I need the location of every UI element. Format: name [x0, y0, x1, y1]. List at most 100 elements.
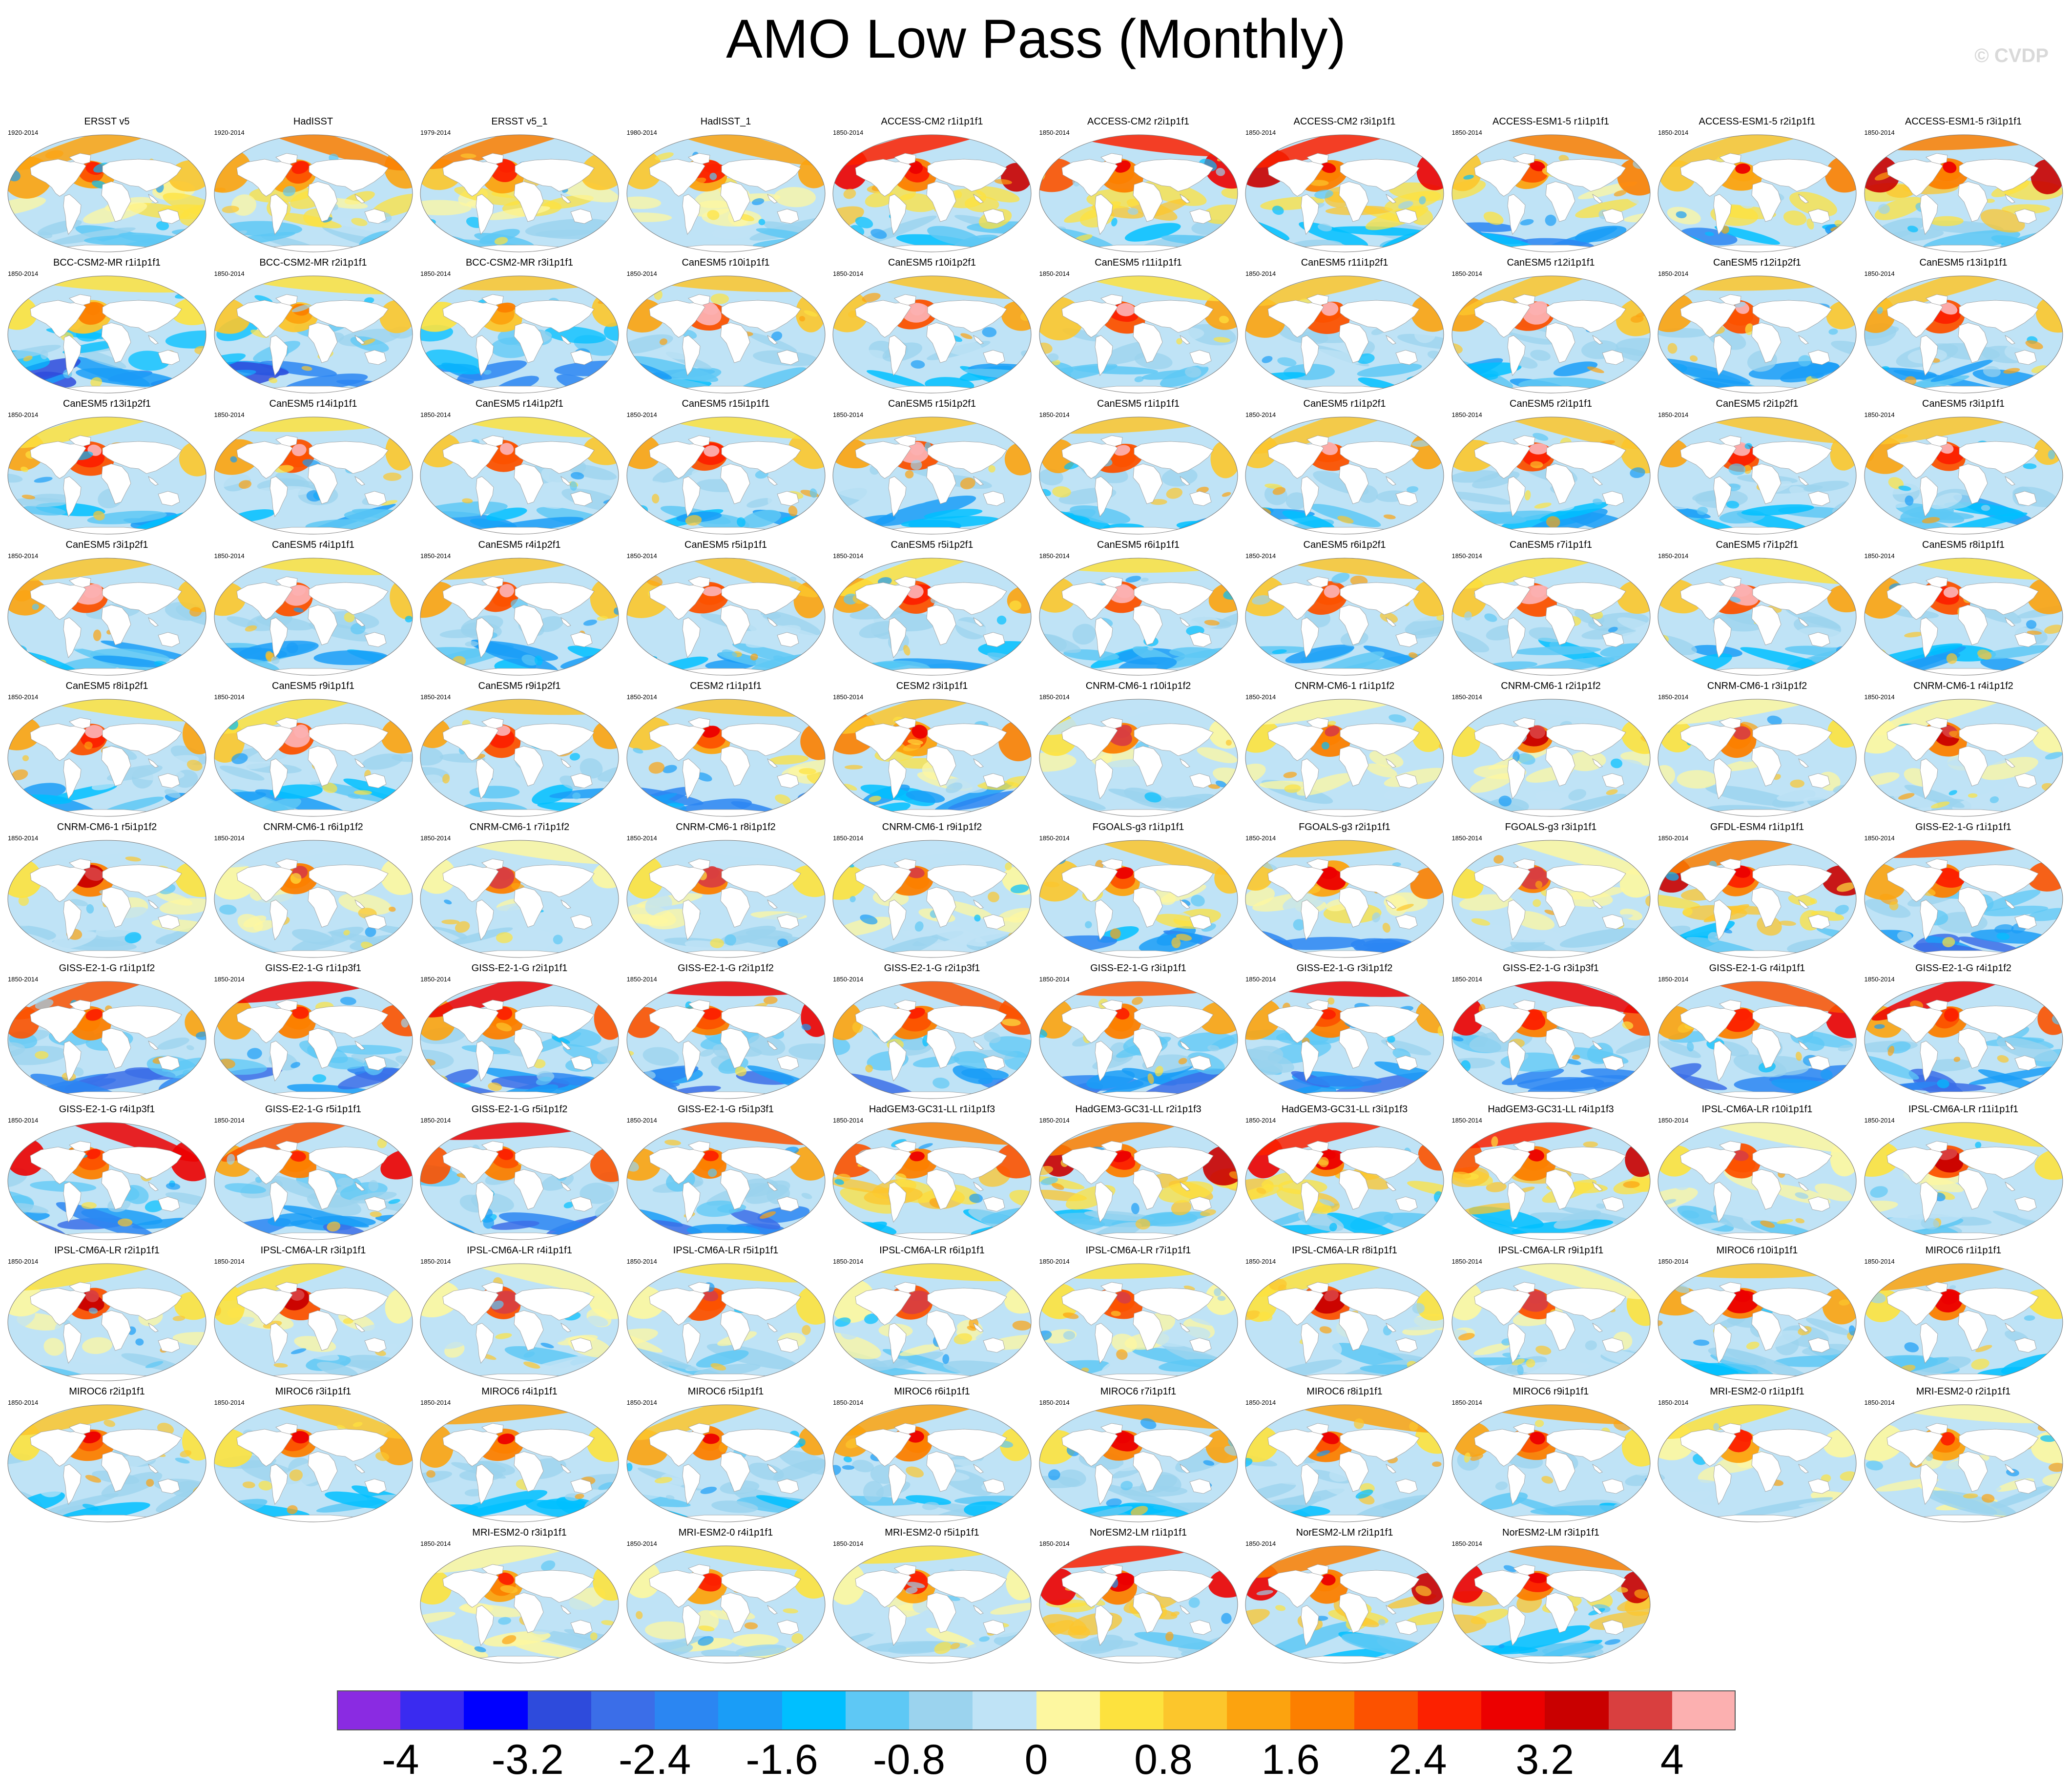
panel-years: 1850-2014 — [1039, 1399, 1070, 1406]
sst-anomaly-map — [626, 134, 825, 252]
panel-years: 1850-2014 — [833, 411, 864, 418]
panel-title: IPSL-CM6A-LR r10i1p1f1 — [1701, 1104, 1813, 1115]
colorbar-tick-label: 3.2 — [1515, 1736, 1575, 1783]
colorbar-swatch — [1672, 1690, 1736, 1730]
sst-anomaly-map — [420, 275, 619, 394]
sst-anomaly-map — [420, 134, 619, 252]
map-panel: CNRM-CM6-1 r8i1p1f2 1850-2014 — [626, 822, 826, 958]
panel-years: 1850-2014 — [1451, 693, 1482, 701]
panel-years: 1850-2014 — [1864, 1117, 1895, 1124]
map-panel: GISS-E2-1-G r2i1p1f2 1850-2014 — [626, 963, 826, 1100]
sst-anomaly-map — [1039, 840, 1238, 958]
map-panel: HadISST 1920-2014 — [213, 116, 414, 253]
panel-title: CanESM5 r10i1p2f1 — [888, 257, 976, 268]
panel-title: CanESM5 r13i1p1f1 — [1919, 257, 2008, 268]
panel-years: 1850-2014 — [214, 834, 245, 842]
panel-years: 1850-2014 — [420, 1399, 451, 1406]
map-panel: MRI-ESM2-0 r1i1p1f1 1850-2014 — [1657, 1386, 1857, 1523]
panel-title: CanESM5 r6i1p1f1 — [1097, 540, 1180, 550]
panel-years: 1850-2014 — [833, 1399, 864, 1406]
panel-years: 1850-2014 — [1864, 411, 1895, 418]
panel-title: CanESM5 r4i1p1f1 — [272, 540, 354, 550]
sst-anomaly-map — [832, 416, 1032, 535]
sst-anomaly-map — [1658, 1263, 1857, 1381]
panel-title: MRI-ESM2-0 r3i1p1f1 — [472, 1527, 567, 1538]
panel-years: 1850-2014 — [214, 693, 245, 701]
panel-title: CNRM-CM6-1 r5i1p1f2 — [57, 822, 157, 832]
map-panel: FGOALS-g3 r2i1p1f1 1850-2014 — [1244, 822, 1445, 958]
sst-anomaly-map — [7, 840, 207, 958]
map-panel: IPSL-CM6A-LR r9i1p1f1 1850-2014 — [1451, 1245, 1651, 1382]
panel-title: IPSL-CM6A-LR r5i1p1f1 — [673, 1245, 779, 1256]
sst-anomaly-map — [214, 1263, 413, 1381]
panel-title: CanESM5 r8i1p2f1 — [65, 681, 148, 691]
map-panel: CNRM-CM6-1 r9i1p1f2 1850-2014 — [832, 822, 1032, 958]
map-panel: CanESM5 r13i1p1f1 1850-2014 — [1864, 257, 2064, 394]
panel-years: 1850-2014 — [1245, 1117, 1276, 1124]
panel-years: 1850-2014 — [1245, 1540, 1276, 1547]
colorbar-swatch — [1099, 1690, 1164, 1730]
panel-years: 1850-2014 — [833, 1117, 864, 1124]
map-panel: ACCESS-ESM1-5 r3i1p1f1 1850-2014 — [1864, 116, 2064, 253]
map-panel: CanESM5 r8i1p2f1 1850-2014 — [7, 681, 207, 817]
panel-title: IPSL-CM6A-LR r4i1p1f1 — [467, 1245, 572, 1256]
panel-title: CanESM5 r3i1p1f1 — [1922, 398, 2005, 409]
sst-anomaly-map — [1451, 1545, 1650, 1664]
map-panel: IPSL-CM6A-LR r2i1p1f1 1850-2014 — [7, 1245, 207, 1382]
map-panel: ACCESS-CM2 r2i1p1f1 1850-2014 — [1038, 116, 1239, 253]
colorbar-tick-label: 2.4 — [1388, 1736, 1447, 1783]
panel-years: 1850-2014 — [1245, 976, 1276, 983]
panel-title: GISS-E2-1-G r1i1p1f2 — [59, 963, 155, 974]
panel-title: IPSL-CM6A-LR r6i1p1f1 — [879, 1245, 985, 1256]
map-panel: CanESM5 r4i1p2f1 1850-2014 — [419, 540, 620, 676]
map-panel: CanESM5 r13i1p2f1 1850-2014 — [7, 398, 207, 535]
panel-years: 1850-2014 — [1451, 834, 1482, 842]
panel-title: CNRM-CM6-1 r9i1p1f2 — [882, 822, 982, 832]
map-panel: CanESM5 r15i1p1f1 1850-2014 — [626, 398, 826, 535]
map-panel: ACCESS-CM2 r3i1p1f1 1850-2014 — [1244, 116, 1445, 253]
panel-title: HadISST — [293, 116, 333, 127]
map-panel: CanESM5 r9i1p1f1 1850-2014 — [213, 681, 414, 817]
map-panel: CanESM5 r5i1p2f1 1850-2014 — [832, 540, 1032, 676]
map-panel: FGOALS-g3 r1i1p1f1 1850-2014 — [1038, 822, 1239, 958]
panel-title: MIROC6 r7i1p1f1 — [1100, 1386, 1177, 1397]
sst-anomaly-map — [214, 699, 413, 817]
panel-title: GISS-E2-1-G r4i1p3f1 — [59, 1104, 155, 1115]
panel-years: 1850-2014 — [214, 1258, 245, 1265]
panel-title: CanESM5 r7i1p2f1 — [1716, 540, 1799, 550]
panel-years: 1850-2014 — [1658, 834, 1689, 842]
colorbar-swatch — [1227, 1690, 1291, 1730]
map-panel: GISS-E2-1-G r5i1p1f2 1850-2014 — [419, 1104, 620, 1241]
map-panel: CanESM5 r4i1p1f1 1850-2014 — [213, 540, 414, 676]
sst-anomaly-map — [832, 1404, 1032, 1522]
panel-years: 1850-2014 — [833, 834, 864, 842]
panel-title: CanESM5 r7i1p1f1 — [1510, 540, 1592, 550]
panel-years: 1850-2014 — [1658, 129, 1689, 136]
sst-anomaly-map — [1245, 1404, 1444, 1522]
panel-years: 1850-2014 — [1658, 1399, 1689, 1406]
panel-title: CanESM5 r1i1p1f1 — [1097, 398, 1180, 409]
colorbar-swatch — [1608, 1690, 1673, 1730]
map-panel: IPSL-CM6A-LR r11i1p1f1 1850-2014 — [1864, 1104, 2064, 1241]
map-panel: CanESM5 r3i1p2f1 1850-2014 — [7, 540, 207, 676]
panel-years: 1850-2014 — [1039, 976, 1070, 983]
map-panel: GISS-E2-1-G r1i1p1f1 1850-2014 — [1864, 822, 2064, 958]
panel-title: GISS-E2-1-G r3i1p1f1 — [1090, 963, 1186, 974]
map-panel: GISS-E2-1-G r1i1p3f1 1850-2014 — [213, 963, 414, 1100]
map-panel: MIROC6 r10i1p1f1 1850-2014 — [1657, 1245, 1857, 1382]
panel-title: GISS-E2-1-G r2i1p1f2 — [678, 963, 774, 974]
panel-years: 1850-2014 — [1864, 834, 1895, 842]
panel-years: 1850-2014 — [1245, 411, 1276, 418]
sst-anomaly-map — [1864, 840, 2063, 958]
panel-years: 1850-2014 — [8, 411, 39, 418]
colorbar-tick-label: -4 — [381, 1736, 419, 1783]
panel-years: 1850-2014 — [1864, 552, 1895, 560]
sst-anomaly-map — [1658, 416, 1857, 535]
sst-anomaly-map — [1451, 558, 1650, 676]
sst-anomaly-map — [214, 275, 413, 394]
panel-years: 1850-2014 — [833, 129, 864, 136]
sst-anomaly-map — [1451, 416, 1650, 535]
panel-title: GISS-E2-1-G r5i1p1f2 — [471, 1104, 568, 1115]
colorbar — [337, 1690, 1736, 1730]
panel-years: 1850-2014 — [214, 270, 245, 277]
